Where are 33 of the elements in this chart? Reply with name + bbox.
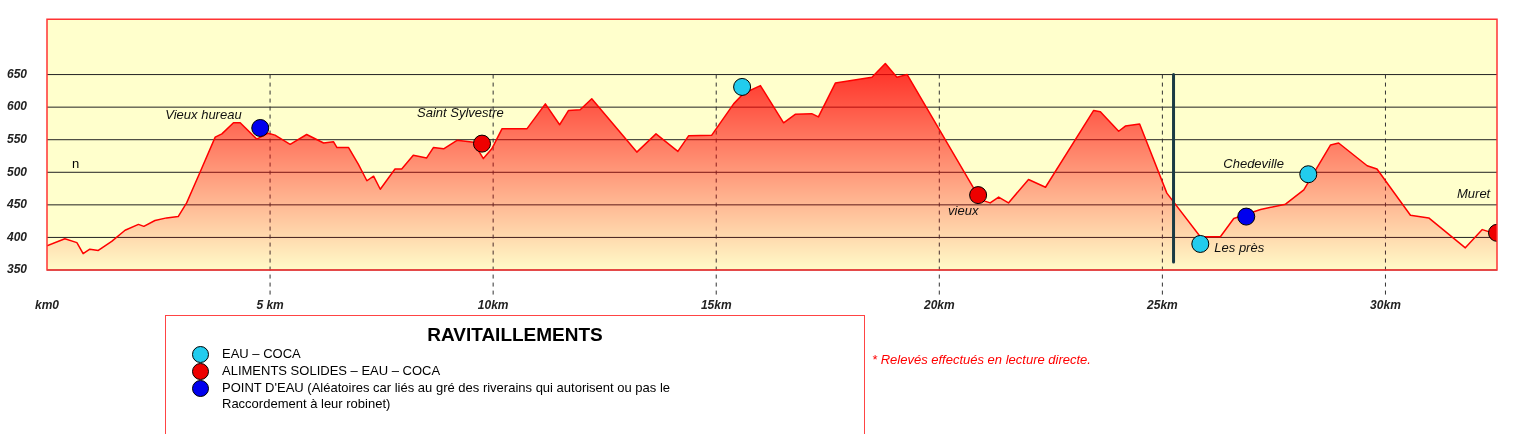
annotation: Vieux hureau [165,106,242,122]
x-tick-label: 10km [477,297,509,312]
y-tick-label: 450 [5,197,28,212]
point [969,186,988,205]
y-tick-label: 600 [6,99,28,114]
x-tick-label: km0 [34,297,60,312]
annotation: Muret [1457,186,1492,202]
x-tick-label: 30km [1370,297,1402,312]
point [1237,207,1256,226]
y-tick-label: 500 [6,164,28,179]
x-tick-label: 25km [1146,297,1179,312]
y-tick-label: 350 [6,262,28,277]
legend-label: ALIMENTS SOLIDES – EAU – COCA [222,363,441,379]
point [473,134,491,153]
y-tick-label: 650 [6,66,28,81]
text: * Relevés effectués en lecture directe. [872,352,1091,367]
annotation: n [72,156,80,171]
point [733,77,752,96]
point [1191,234,1210,253]
annotation: Chedeville [1223,155,1284,171]
legend-label: EAU – COCA [222,346,301,362]
x-tick-label: 15km [700,297,732,312]
y-tick-label: 550 [6,132,28,147]
y-tick-label: 400 [5,229,28,244]
x-tick-label: 20km [922,297,955,312]
x-tick-label: 5 km [256,297,285,312]
legend-title: RAVITAILLEMENTS [426,324,604,346]
annotation: vieux [948,202,979,218]
annotation: Les près [1214,239,1265,255]
point [251,118,270,137]
point [1299,165,1318,184]
legend-label: POINT D'EAU (Aléatoires car liés au gré des riverains qui autorisent ou pas le Raccordement à leur robinet) [222,380,672,412]
annotation: Saint Sylvestre [417,105,504,121]
